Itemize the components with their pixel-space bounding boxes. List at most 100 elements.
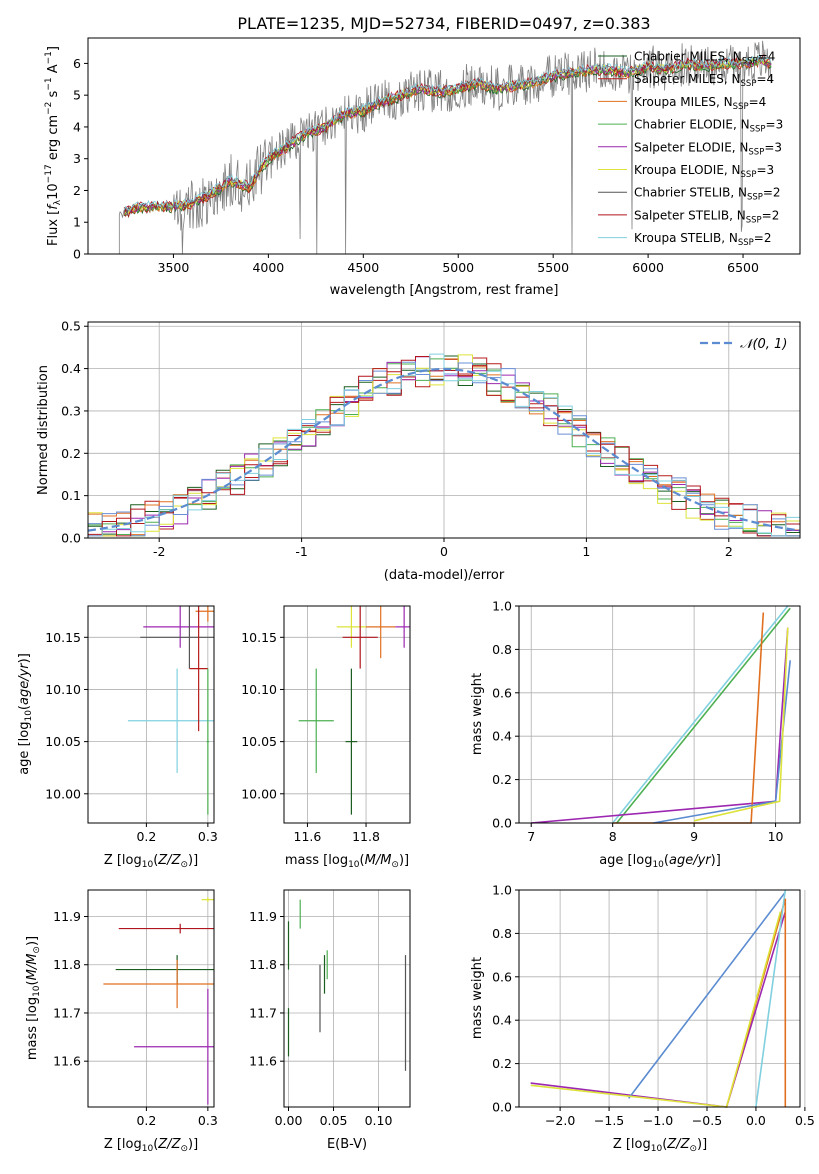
weight-curve xyxy=(612,612,765,824)
y-tick-label: 1 xyxy=(73,215,81,230)
y-tick-label: 0.0 xyxy=(492,1100,512,1115)
model-spectrum-line xyxy=(123,53,772,213)
x-tick-label: 8 xyxy=(609,829,617,844)
y-tick-label: 11.8 xyxy=(249,957,277,972)
model-spectrum-line xyxy=(123,54,772,214)
weight-curve xyxy=(693,627,789,822)
x-tick-label: 11.8 xyxy=(352,829,380,844)
y-tick-label: 11.8 xyxy=(53,957,81,972)
legend-label: Chabrier STELIB, NSSP=2 xyxy=(634,186,781,203)
y-tick-label: 1.0 xyxy=(492,883,512,898)
mass-vs-extinction-panel: 0.00 0.05 0.10 11.6 11.7 11.8 11.9 E(B-V) xyxy=(249,889,411,1152)
legend-label: Salpeter MILES, NSSP=4 xyxy=(634,72,774,89)
x-tick-label: -1 xyxy=(295,544,307,559)
y-tick-label: 10.05 xyxy=(241,734,277,749)
y-tick-label: 3 xyxy=(73,151,81,166)
age-vs-metallicity-panel: 0.2 0.3 10.00 10.05 10.10 10.15 Z [log10(Z/Z⊙… xyxy=(17,605,218,870)
x-tick-label: 11.6 xyxy=(294,829,322,844)
spectrum-legend: Chabrier MILES, NSSP=4 Salpeter MILES, NS… xyxy=(598,50,783,248)
x-tick-label: -2 xyxy=(153,544,165,559)
x-tick-label: 2 xyxy=(725,544,733,559)
mass-metallicity-xlabel: Z [log10(Z/Z⊙)] xyxy=(104,1137,198,1154)
y-tick-label: 11.7 xyxy=(249,1005,277,1020)
y-tick-label: 2 xyxy=(73,183,81,198)
y-tick-label: 0.1 xyxy=(61,488,81,503)
model-spectrum-line xyxy=(123,54,772,211)
model-spectrum-line xyxy=(123,56,772,214)
weight-curve xyxy=(653,660,791,824)
weight-metallicity-axes-frame xyxy=(518,889,801,1108)
x-tick-label: 0.2 xyxy=(136,829,156,844)
x-tick-label: 3500 xyxy=(158,260,190,275)
x-tick-label: 6500 xyxy=(727,260,759,275)
age-metallicity-axes-frame xyxy=(87,605,215,824)
weight-curve xyxy=(531,627,789,824)
y-tick-label: 11.7 xyxy=(53,1005,81,1020)
residual-ylabel: Normed distribution xyxy=(36,365,51,495)
y-tick-label: 10.10 xyxy=(45,682,81,697)
figure-title: PLATE=1235, MJD=52734, FIBERID=0497, z=0… xyxy=(237,14,650,33)
y-tick-label: 10.15 xyxy=(45,630,81,645)
weight-curve xyxy=(612,605,789,824)
x-tick-label: 4000 xyxy=(252,260,284,275)
mass-metallicity-axes-frame xyxy=(87,889,215,1108)
y-tick-label: 0.8 xyxy=(492,926,512,941)
weight-age-xlabel: age [log10(age/yr)] xyxy=(599,853,721,870)
y-tick-label: 0.2 xyxy=(492,1056,512,1071)
normal-distribution-curve xyxy=(87,367,801,532)
weight-curve xyxy=(628,891,786,1099)
x-tick-label: 0.0 xyxy=(746,1113,766,1128)
y-tick-label: 10.05 xyxy=(45,734,81,749)
y-tick-label: 10.00 xyxy=(241,786,277,801)
age-vs-mass-panel: 11.6 11.8 10.00 10.05 10.10 10.15 mass [log10… xyxy=(241,605,411,870)
weight-curve xyxy=(755,889,787,1108)
legend-label: Kroupa STELIB, NSSP=2 xyxy=(634,231,772,248)
y-tick-label: 6 xyxy=(73,56,81,71)
y-tick-label: 0.6 xyxy=(492,685,512,700)
age-mass-errorbars xyxy=(298,606,410,815)
weight-age-ylabel: mass weight xyxy=(470,673,485,755)
residual-legend-label: 𝒩(0, 1) xyxy=(740,337,787,352)
age-metallicity-ylabel: age [log10(age/yr)] xyxy=(17,653,34,775)
weight-curve xyxy=(616,607,791,824)
residual-histograms xyxy=(88,353,800,537)
y-tick-label: 0.8 xyxy=(492,642,512,657)
y-tick-label: 4 xyxy=(73,119,81,134)
spectrum-xlabel: wavelength [Angstrom, rest frame] xyxy=(330,283,559,298)
age-mass-xlabel: mass [log10(M/M⊙)] xyxy=(285,853,409,870)
mass-metallicity-errorbars xyxy=(103,897,214,1105)
weight-vs-age-panel: 7 8 9 10 0.0 0.2 0.4 0.6 0.8 1.0 age [log10(age/y… xyxy=(470,599,801,870)
residual-xlabel: (data-model)/error xyxy=(384,568,505,583)
x-tick-label: −1.5 xyxy=(594,1113,624,1128)
legend-label: Kroupa ELODIE, NSSP=3 xyxy=(634,163,774,180)
mass-extinction-errorbars xyxy=(287,899,407,1071)
mass-metallicity-ylabel: mass [log10(M/M⊙)] xyxy=(25,936,42,1060)
weight-metallicity-ylabel: mass weight xyxy=(470,957,485,1039)
spectrum-panel: 3500 4000 4500 5000 5500 6000 6500 0 1 2 3 4 5 6 Chab… xyxy=(44,37,801,298)
legend-label: Kroupa MILES, NSSP=4 xyxy=(634,95,766,112)
y-tick-label: 1.0 xyxy=(492,599,512,614)
residual-legend: 𝒩(0, 1) xyxy=(700,337,787,352)
residual-histogram-panel: -2 -1 0 1 2 0.0 0.1 0.2 0.3 0.4 0.5 𝒩(0, 1) (data-… xyxy=(36,319,801,583)
x-tick-label: 0 xyxy=(440,544,448,559)
y-tick-label: 10.15 xyxy=(241,630,277,645)
x-tick-label: 10 xyxy=(768,829,784,844)
x-tick-label: 5000 xyxy=(442,260,474,275)
y-tick-label: 0.4 xyxy=(61,361,81,376)
y-tick-label: 0.0 xyxy=(492,816,512,831)
x-tick-label: 7 xyxy=(527,829,535,844)
age-mass-axes-frame xyxy=(283,605,411,824)
spectrum-ylabel: Flux [fλ10−17 erg cm−2 s−1 A−1] xyxy=(44,46,63,246)
y-tick-label: 11.6 xyxy=(249,1054,277,1069)
x-tick-label: −2.0 xyxy=(545,1113,575,1128)
x-tick-label: 6000 xyxy=(632,260,664,275)
y-tick-label: 11.9 xyxy=(53,909,81,924)
x-tick-label: −0.5 xyxy=(692,1113,722,1128)
y-tick-label: 0.2 xyxy=(61,446,81,461)
legend-label: Chabrier ELODIE, NSSP=3 xyxy=(634,118,783,135)
y-tick-label: 0.4 xyxy=(492,1013,512,1028)
x-tick-label: 4500 xyxy=(347,260,379,275)
y-tick-label: 5 xyxy=(73,88,81,103)
weight-age-curves xyxy=(531,605,791,824)
